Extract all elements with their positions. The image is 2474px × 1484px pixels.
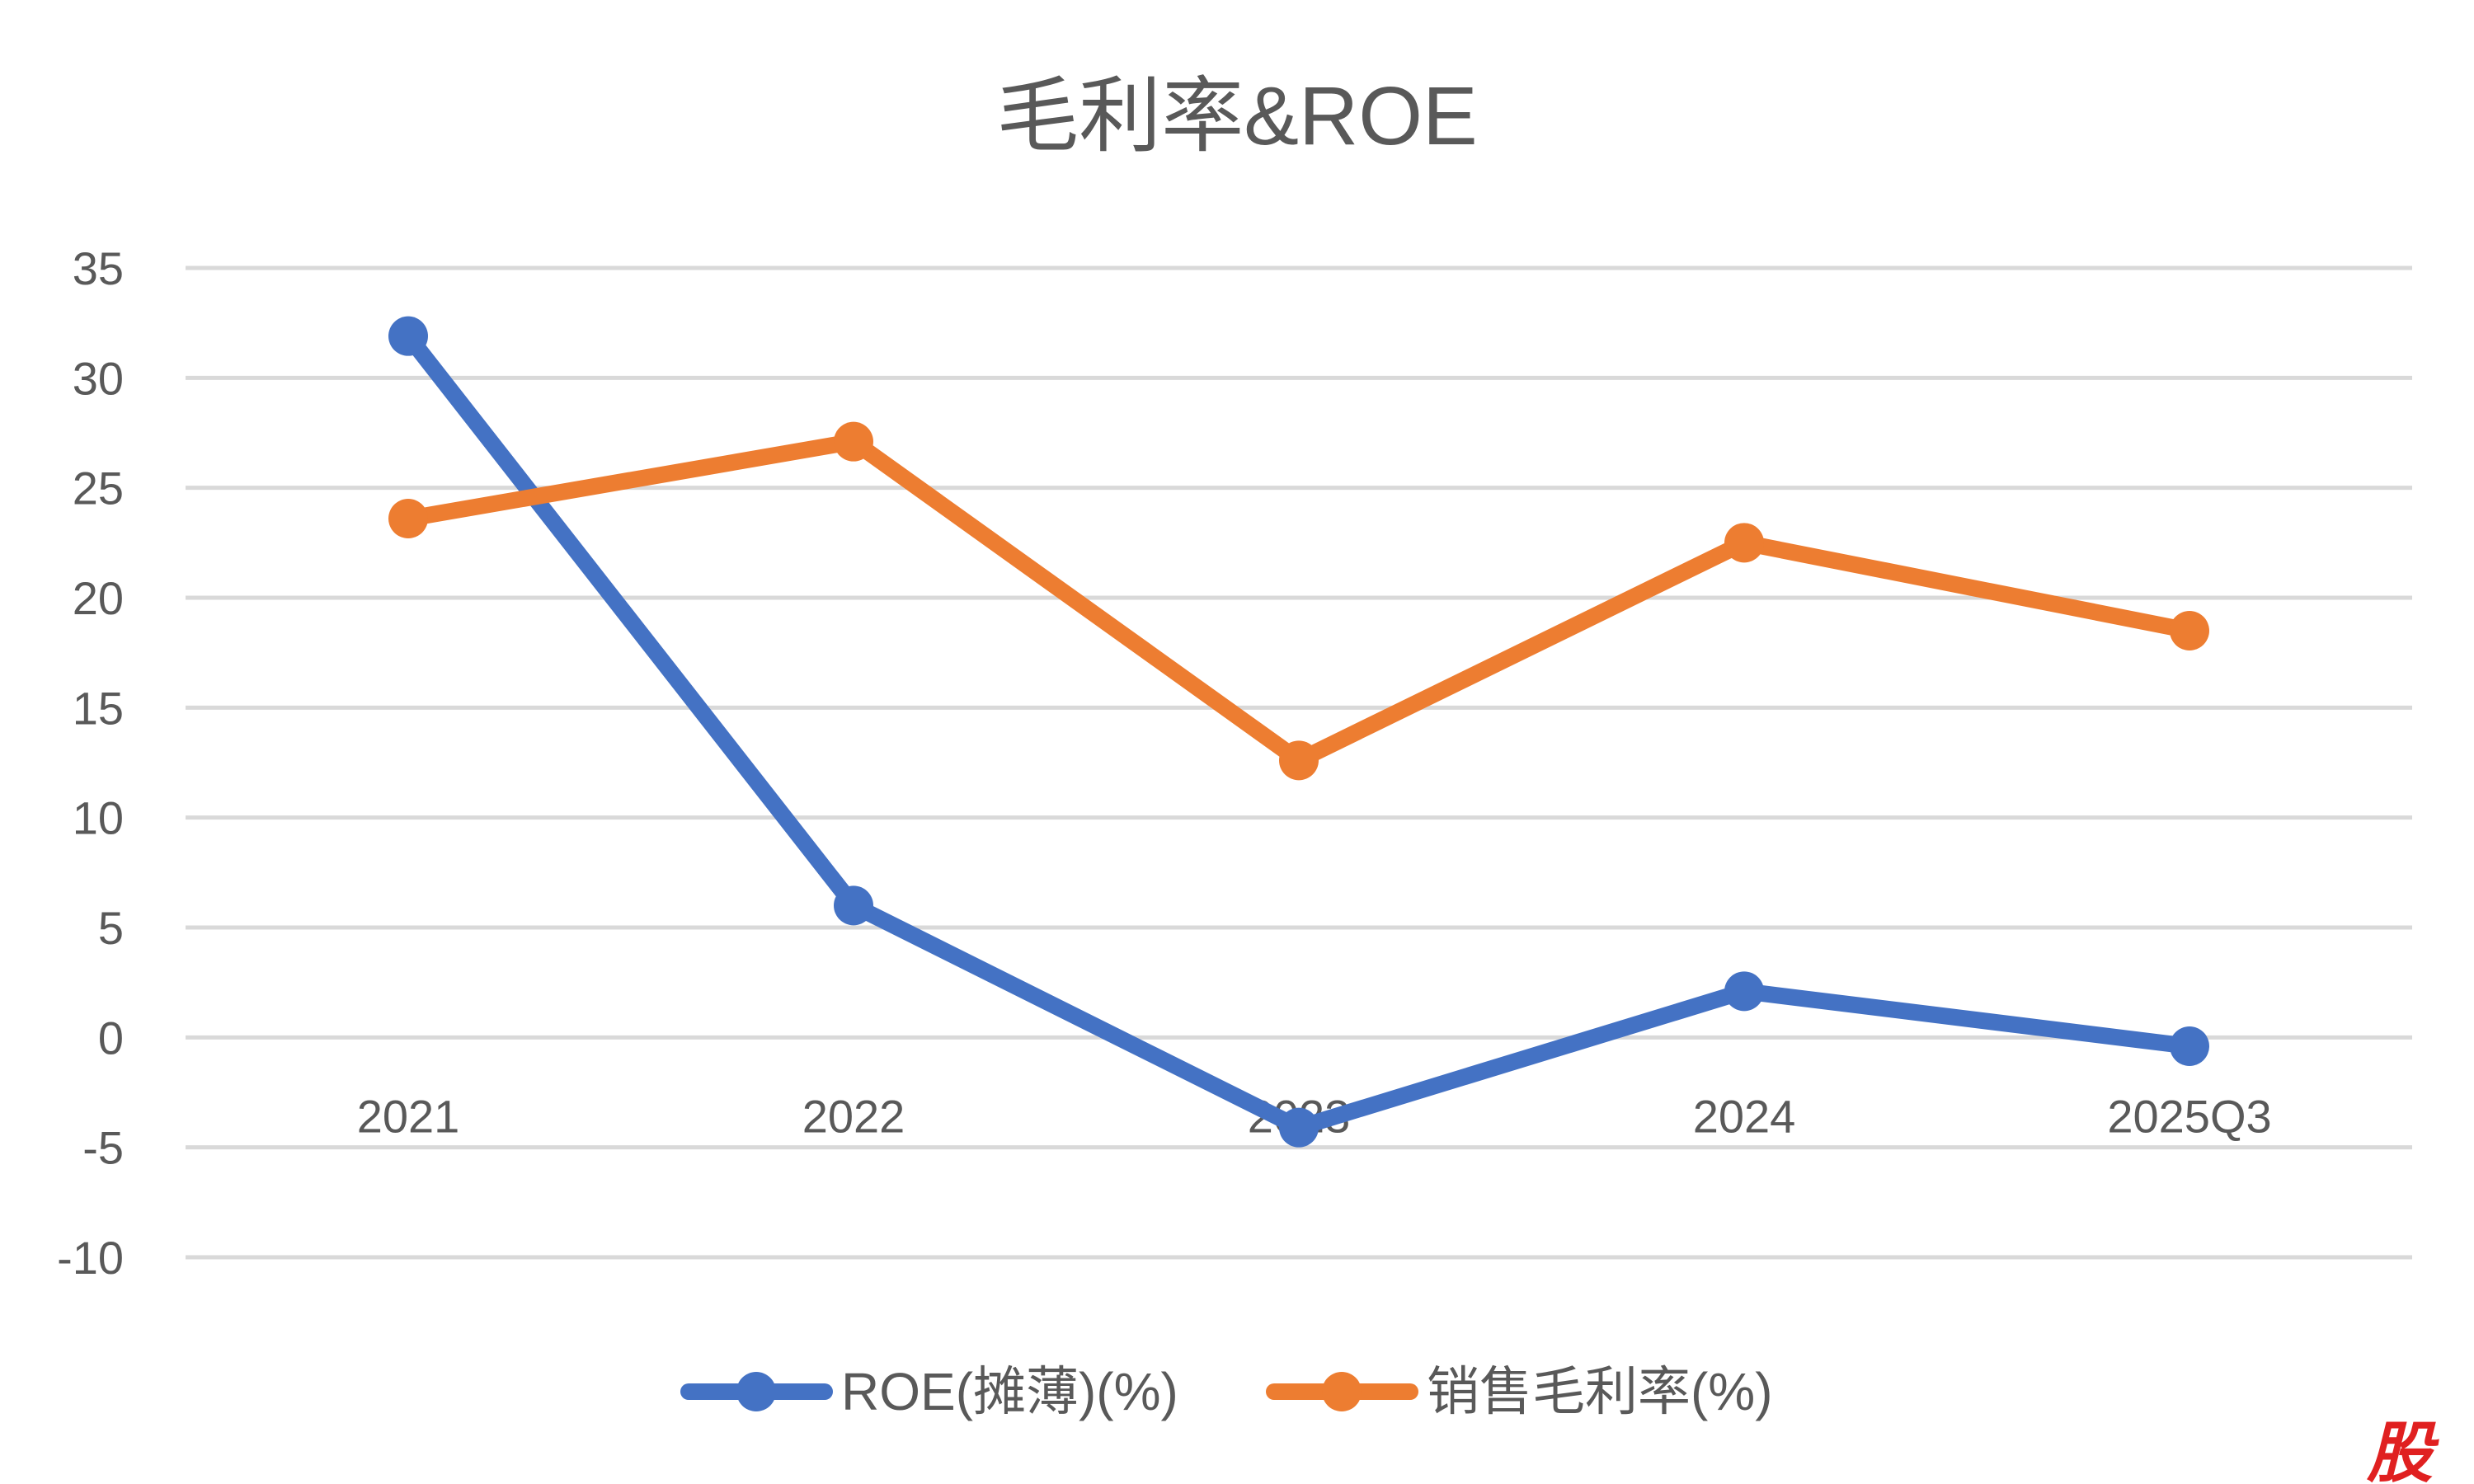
- legend-marker: [736, 1372, 776, 1411]
- data-point: [1279, 740, 1319, 781]
- series-2: [388, 421, 2209, 781]
- legend-label: 销售毛利率(%): [1427, 1362, 1773, 1421]
- x-tick-label: 2022: [802, 1090, 905, 1142]
- series: [388, 316, 2209, 1148]
- y-tick-label: 10: [73, 792, 124, 844]
- y-tick-label: 15: [73, 682, 124, 734]
- data-point: [388, 499, 428, 538]
- legend-item: 销售毛利率(%): [1266, 1362, 1773, 1421]
- x-tick-label: 2024: [1693, 1090, 1796, 1142]
- y-tick-label: 5: [98, 902, 124, 954]
- y-tick-label: 30: [73, 352, 124, 404]
- x-tick-label: 2021: [357, 1090, 460, 1142]
- y-tick-label: 25: [73, 463, 124, 514]
- y-tick-label: 0: [98, 1012, 124, 1064]
- data-point: [834, 885, 873, 926]
- y-tick-label: 35: [73, 242, 124, 294]
- series-1: [388, 316, 2209, 1148]
- watermark-logo: 股: [2366, 1416, 2439, 1484]
- y-tick-label: -10: [57, 1232, 124, 1284]
- y-tick-label: -5: [82, 1122, 124, 1174]
- series-line: [400, 327, 2198, 1136]
- legend-label: ROE(摊薄)(%): [841, 1362, 1178, 1421]
- legend: ROE(摊薄)(%) 销售毛利率(%): [680, 1362, 1773, 1421]
- y-tick-label: 20: [73, 572, 124, 624]
- data-point: [388, 316, 428, 356]
- data-point: [834, 421, 873, 462]
- data-point: [2170, 611, 2209, 650]
- chart-title: 毛利率&ROE: [996, 70, 1477, 162]
- legend-marker: [1322, 1372, 1362, 1411]
- data-point: [2170, 1026, 2209, 1066]
- data-point: [1724, 971, 1764, 1012]
- x-tick-label: 2025Q3: [2107, 1090, 2271, 1142]
- data-point: [1279, 1107, 1319, 1148]
- legend-item: ROE(摊薄)(%): [680, 1362, 1178, 1421]
- y-axis-ticks: 35 30 25 20 15 10 5 0 -5 -10: [57, 242, 124, 1284]
- data-point: [1724, 523, 1764, 563]
